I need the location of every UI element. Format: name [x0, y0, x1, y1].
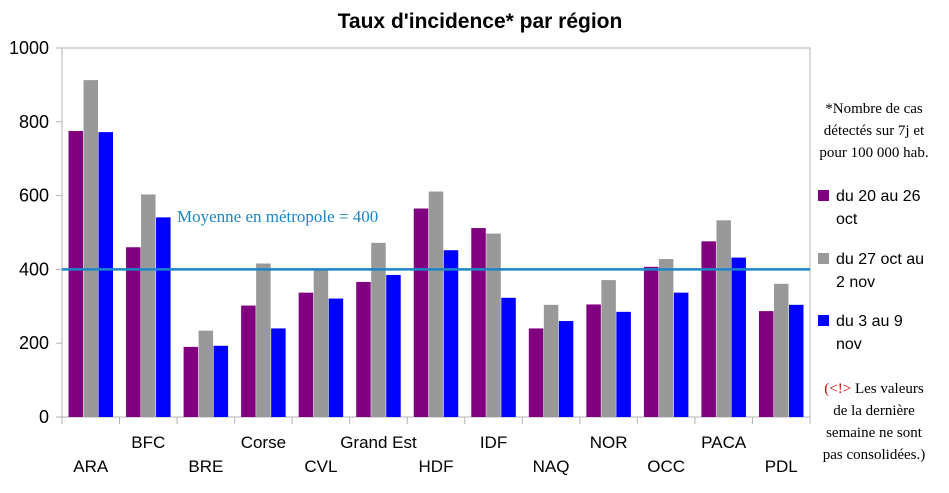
bar-bfc-s2	[141, 194, 156, 417]
bar-idf-s2	[486, 233, 501, 417]
y-tick-label: 0	[39, 407, 49, 427]
bar-bre-s1	[183, 346, 199, 417]
bar-nor-s1	[586, 304, 601, 417]
legend-label: 2 nov	[836, 274, 875, 291]
legend-label: oct	[836, 211, 858, 228]
x-tick-label: HDF	[419, 457, 454, 476]
legend-label: du 27 oct au	[836, 251, 924, 268]
bar-ara-s2	[83, 80, 99, 417]
bar-ara-s3	[98, 132, 114, 417]
legend: du 20 au 26 oct du 27 oct au 2 nov du 3 au 9…	[818, 188, 924, 353]
bar-pdl-s3	[788, 304, 804, 417]
x-tick-label: NOR	[590, 433, 628, 452]
y-tick-label: 800	[19, 112, 49, 132]
legend-label: du 20 au 26	[836, 188, 921, 205]
y-axis: 0 200 400 600 800 1000	[9, 38, 62, 427]
warning-line: semaine ne sont	[826, 425, 923, 441]
bars	[68, 80, 804, 417]
bar-bfc-s1	[126, 247, 141, 417]
y-tick-label: 600	[19, 186, 49, 206]
bar-occ-s3	[673, 292, 689, 417]
bar-hdf-s2	[428, 191, 444, 417]
legend-label: du 3 au 9	[836, 313, 903, 330]
bar-grand-est-s1	[356, 281, 371, 417]
bar-cvl-s2	[313, 269, 329, 417]
bar-idf-s1	[471, 228, 486, 417]
bar-cvl-s1	[298, 292, 314, 417]
bar-corse-s3	[271, 328, 286, 417]
x-tick-label: BFC	[131, 433, 165, 452]
footnote-line: pour 100 000 hab.	[819, 145, 928, 161]
x-tick-label: ARA	[73, 457, 109, 476]
legend-swatch	[818, 315, 829, 326]
bar-naq-s1	[528, 328, 544, 417]
warning-line: de la dernière	[833, 403, 915, 419]
warning-line: (<!> Les valeurs	[824, 381, 924, 397]
bar-paca-s3	[731, 257, 746, 417]
legend-swatch	[818, 253, 829, 264]
warning-line: pas consolidées.)	[823, 447, 925, 463]
bar-naq-s3	[558, 321, 574, 417]
reference-line-label: Moyenne en métropole = 400	[177, 207, 378, 226]
footnote-line: détectés sur 7j et	[824, 123, 925, 139]
bar-bre-s3	[213, 345, 229, 417]
bar-bfc-s3	[156, 217, 171, 417]
bar-grand-est-s2	[371, 242, 386, 417]
bar-pdl-s2	[773, 283, 789, 417]
x-tick-label: PDL	[765, 457, 798, 476]
x-tick-label: NAQ	[533, 457, 570, 476]
bar-bre-s2	[198, 330, 214, 417]
bar-pdl-s1	[758, 311, 774, 417]
x-tick-label: BRE	[188, 457, 223, 476]
y-tick-label: 1000	[9, 38, 49, 58]
y-tick-label: 400	[19, 259, 49, 279]
bar-cvl-s3	[328, 298, 344, 417]
bar-idf-s3	[501, 297, 516, 417]
x-tick-label: Grand Est	[340, 433, 417, 452]
bar-paca-s2	[716, 220, 731, 417]
x-tick-label: CVL	[304, 457, 337, 476]
bar-ara-s1	[68, 131, 84, 417]
bar-hdf-s3	[443, 250, 459, 417]
footnote-line: *Nombre de cas	[825, 101, 923, 117]
reference-line: Moyenne en métropole = 400	[62, 207, 810, 271]
bar-paca-s1	[701, 241, 716, 417]
chart-title: Taux d'incidence* par région	[338, 10, 623, 33]
bar-occ-s2	[658, 259, 674, 417]
x-tick-label: IDF	[480, 433, 507, 452]
x-tick-label: OCC	[647, 457, 685, 476]
y-tick-label: 200	[19, 333, 49, 353]
bar-corse-s2	[256, 263, 271, 417]
legend-swatch	[818, 190, 829, 201]
bar-corse-s1	[241, 305, 256, 417]
bar-hdf-s1	[413, 208, 429, 417]
bar-nor-s2	[601, 280, 616, 417]
x-tick-label: PACA	[701, 433, 747, 452]
legend-label: nov	[836, 336, 862, 353]
bar-grand-est-s3	[386, 274, 401, 417]
bar-naq-s2	[543, 304, 559, 417]
bar-occ-s1	[643, 266, 659, 417]
footnote: *Nombre de cas détectés sur 7j et pour 100…	[819, 101, 928, 463]
bar-nor-s3	[616, 311, 631, 417]
x-tick-label: Corse	[241, 433, 286, 452]
